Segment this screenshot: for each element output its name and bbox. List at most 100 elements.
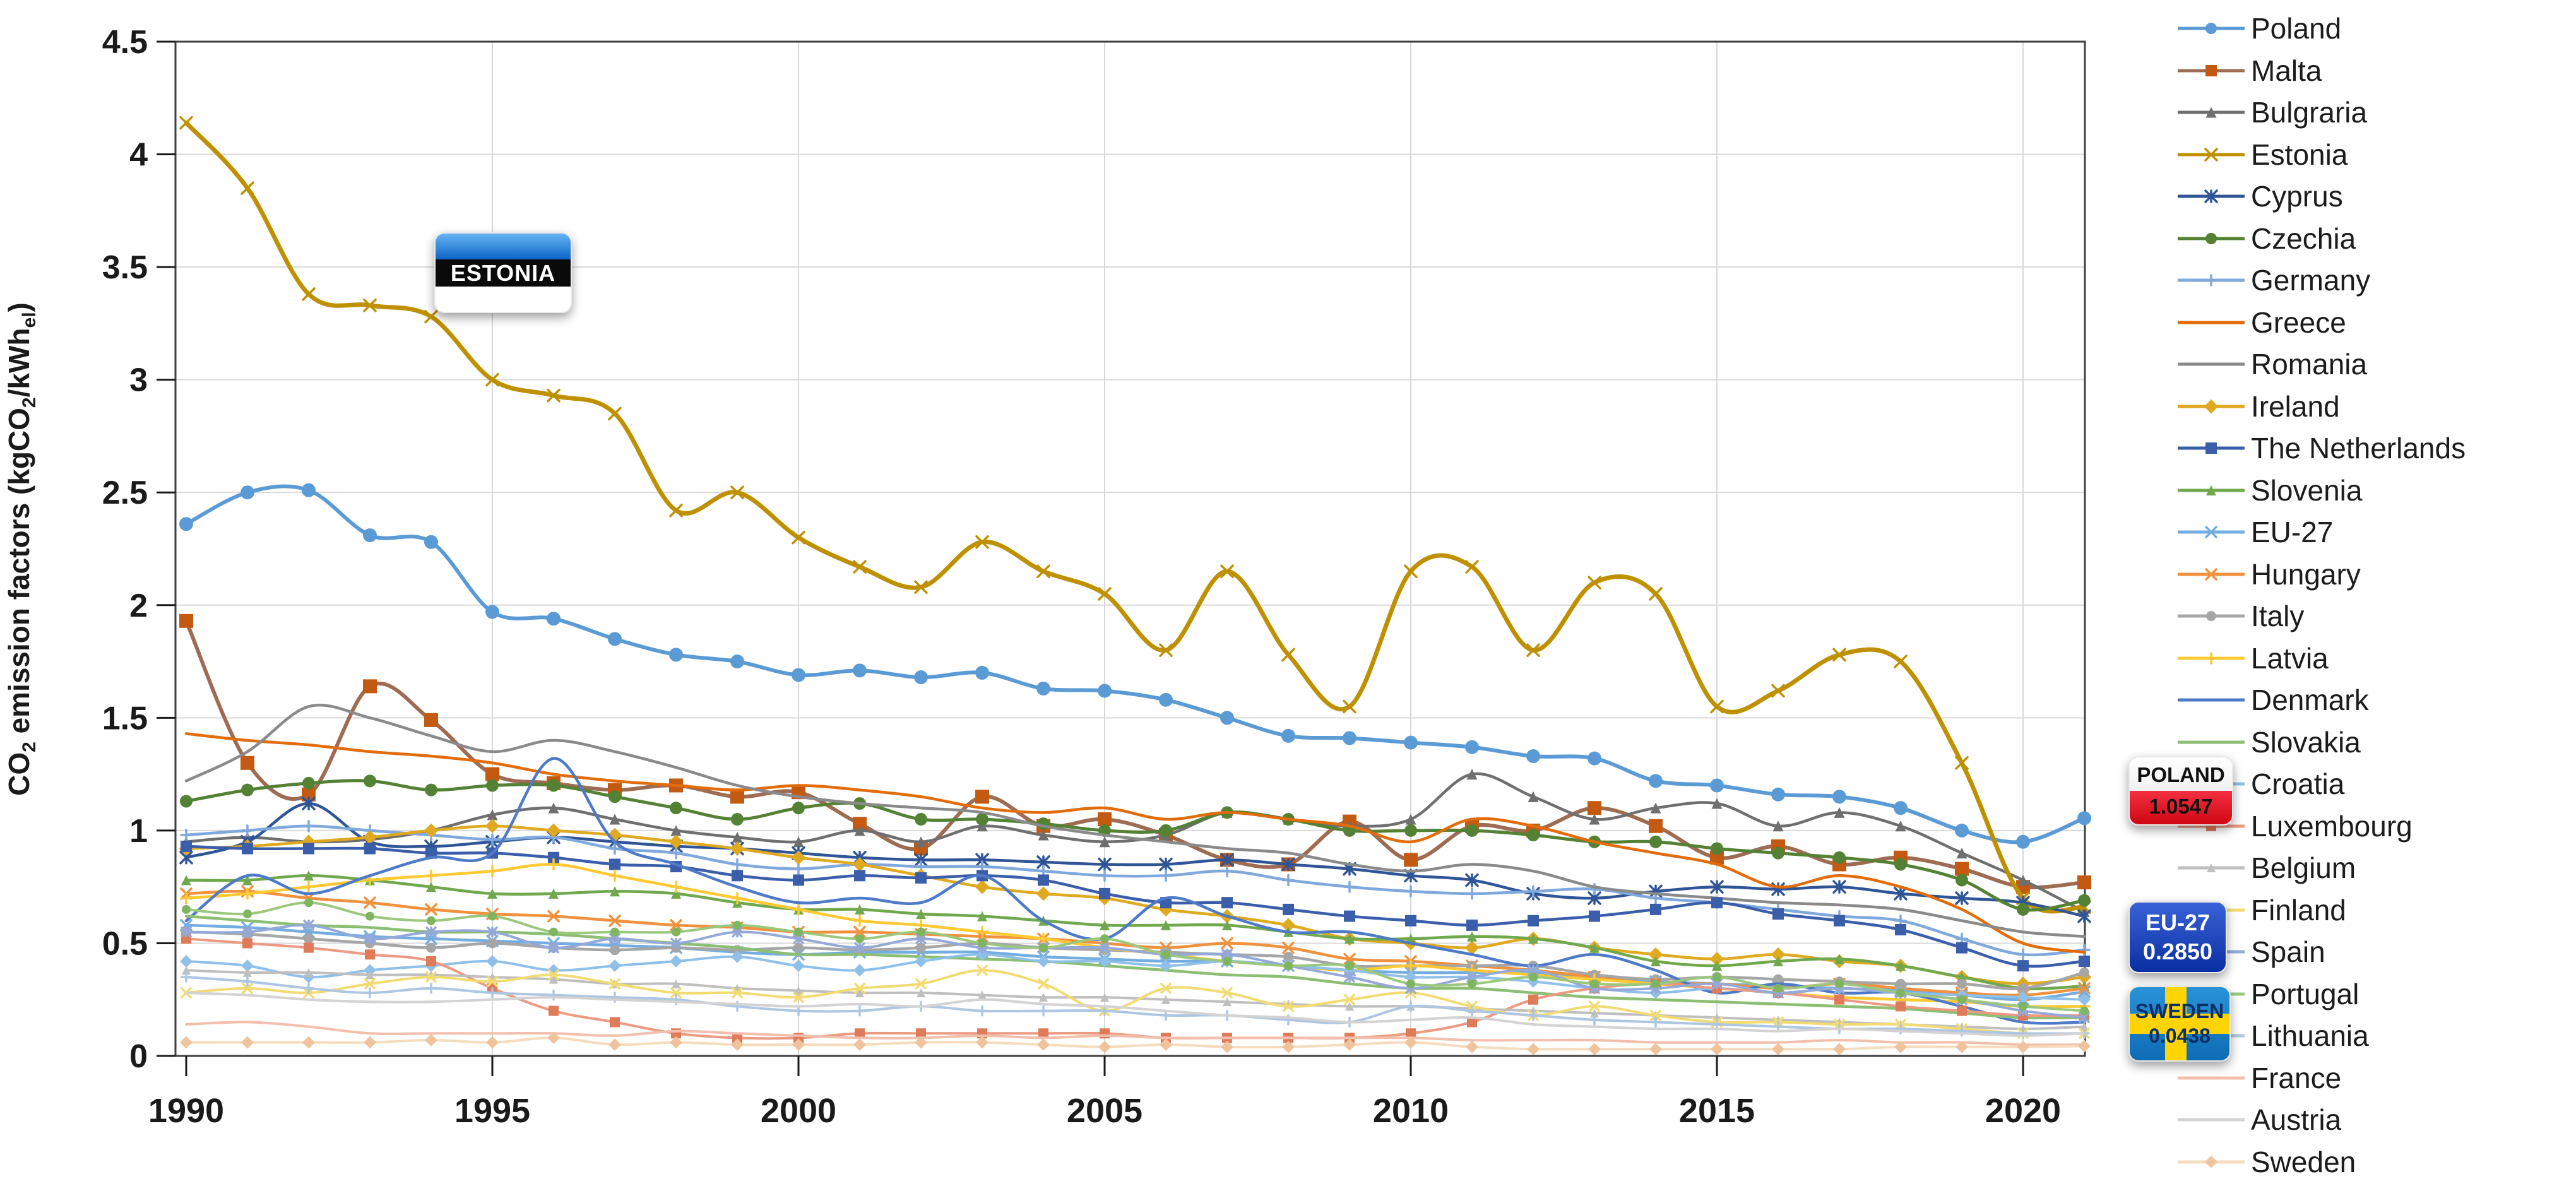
legend-label-greece: Greece (2251, 305, 2346, 339)
series-marker-sweden (1037, 1038, 1050, 1052)
x-tick-label: 1995 (454, 1092, 530, 1130)
series-marker-estonia (914, 580, 928, 594)
legend-label-germany: Germany (2251, 264, 2371, 297)
series-marker-portugal (1468, 979, 1476, 988)
series-marker-malta (179, 613, 193, 628)
series-marker-portugal (1223, 957, 1232, 966)
series-marker-cyprus (1098, 857, 1112, 872)
series-marker-sweden (302, 1036, 315, 1049)
series-marker-slovenia (1896, 961, 1906, 971)
series-marker-estonia (1955, 756, 1969, 770)
series-marker-ireland (546, 823, 561, 838)
series-marker-the-netherlands (1956, 942, 1968, 954)
series-marker-portugal (1406, 979, 1415, 988)
series-marker-portugal (794, 927, 803, 937)
series-marker-portugal (365, 911, 374, 921)
series-marker-portugal (549, 927, 558, 937)
series-marker-finland (609, 978, 620, 990)
series-line-malta (184, 619, 2086, 889)
series-marker-ireland (791, 850, 806, 865)
series-marker-poland (1098, 684, 1112, 698)
series-marker-latvia (486, 865, 499, 877)
series-marker-poland (1220, 711, 1234, 725)
sweden-flag-cross-horizontal (2130, 1014, 2229, 1034)
series-marker-sweden (608, 1038, 621, 1052)
series-marker-czechia (1956, 874, 1968, 887)
legend-label-portugal: Portugal (2251, 977, 2359, 1010)
series-marker-lithuania (1038, 1005, 1049, 1017)
series-marker-spain (181, 926, 192, 938)
series-marker-slovenia (181, 875, 191, 886)
legend-swatch-romania-icon (2178, 362, 2245, 366)
legend-item-croatia: Croatia (2176, 763, 2574, 805)
series-marker-poland (1955, 823, 1969, 838)
x-tick-label: 2015 (1679, 1092, 1755, 1130)
series-marker-germany (731, 858, 744, 871)
series-line-lithuania (185, 976, 2086, 1035)
series-marker-finland (1283, 1000, 1294, 1012)
series-marker-poland (1832, 790, 1846, 804)
series-marker-lithuania (1405, 1000, 1416, 1012)
series-marker-hungary (608, 914, 621, 927)
series-marker-ireland (424, 823, 439, 838)
series-marker-sweden (670, 1036, 682, 1049)
series-marker-malta (1649, 819, 1663, 833)
series-marker-sweden (364, 1036, 376, 1049)
series-marker-estonia (1832, 648, 1846, 662)
series-marker-estonia (424, 309, 438, 324)
series-marker-cyprus (1281, 857, 1295, 872)
legend-item-sweden: Sweden (2176, 1141, 2574, 1183)
series-marker-the-netherlands (732, 870, 743, 882)
series-marker-sweden (976, 1036, 988, 1049)
legend-item-latvia: Latvia (2176, 637, 2574, 680)
series-marker-lithuania (1772, 1021, 1784, 1033)
series-marker-the-netherlands (2079, 956, 2090, 968)
series-marker-belgium (1590, 1009, 1599, 1018)
series-marker-malta (240, 755, 254, 770)
series-marker-bulgraria (732, 832, 743, 843)
series-marker-sweden (1404, 1036, 1417, 1049)
series-marker-czechia (1404, 824, 1417, 837)
legend: Poland Malta Bulgraria Estonia Cyprus Czechia… (2176, 8, 2574, 1183)
series-marker-estonia (1281, 648, 1295, 662)
legend-label-estonia: Estonia (2251, 138, 2348, 171)
legend-label-austria: Austria (2251, 1103, 2342, 1137)
legend-swatch-greece-icon (2178, 321, 2245, 324)
series-marker-bulgraria (1711, 798, 1723, 809)
series-marker-poland (914, 670, 928, 685)
legend-swatch-poland-icon (2178, 23, 2245, 35)
series-marker-hungary (1221, 937, 1233, 950)
legend-item-poland: Poland (2176, 8, 2574, 50)
series-marker-portugal (1835, 979, 1844, 988)
series-marker-the-netherlands (2017, 960, 2029, 972)
x-tick-label: 2000 (761, 1092, 836, 1130)
series-marker-malta (485, 767, 499, 781)
series-marker-croatia (1404, 971, 1417, 983)
series-marker-lithuania (364, 987, 376, 998)
series-marker-ireland (362, 830, 377, 844)
series-marker-czechia (1894, 858, 1907, 871)
series-marker-finland (1160, 983, 1172, 994)
series-marker-croatia (1098, 955, 1111, 968)
legend-item-portugal: Portugal (2176, 973, 2574, 1016)
series-marker-sweden (1282, 1040, 1295, 1053)
eu27-callout-label: EU-27 (2145, 910, 2211, 935)
legend-label-slovenia: Slovenia (2251, 473, 2363, 507)
series-marker-bulgraria (609, 814, 620, 825)
series-marker-portugal (1651, 979, 1660, 988)
series-marker-poland (179, 517, 193, 531)
poland-callout-value: 1.0547 (2130, 791, 2232, 824)
series-marker-the-netherlands (364, 843, 376, 855)
series-marker-estonia (302, 287, 316, 301)
series-marker-belgium (1039, 993, 1048, 1002)
series-marker-poland (669, 648, 683, 662)
series-marker-estonia (1894, 655, 1908, 668)
series-marker-ireland (975, 879, 990, 894)
series-marker-poland (730, 655, 744, 669)
y-tick-label: 2 (129, 588, 148, 624)
series-line-france (185, 1021, 2086, 1046)
series-marker-malta (975, 790, 989, 804)
series-marker-finland (487, 976, 498, 987)
series-marker-slovenia (1222, 920, 1232, 930)
